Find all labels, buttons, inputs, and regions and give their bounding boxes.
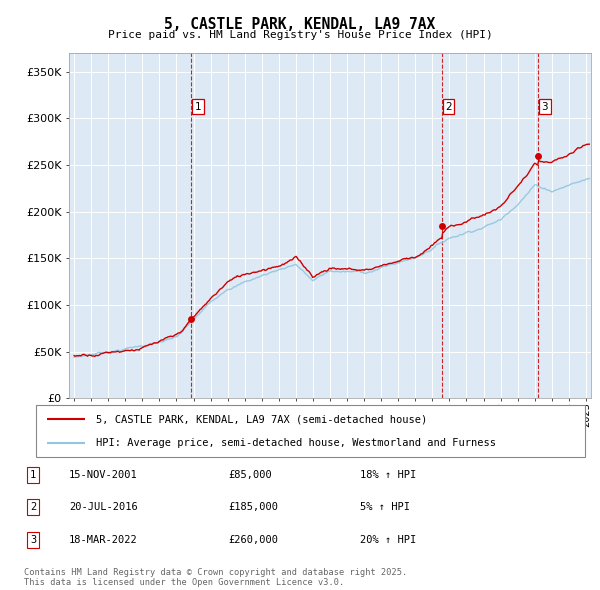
Text: 20% ↑ HPI: 20% ↑ HPI	[360, 535, 416, 545]
Text: 1: 1	[30, 470, 36, 480]
Text: 2: 2	[30, 503, 36, 512]
Text: 20-JUL-2016: 20-JUL-2016	[69, 503, 138, 512]
Text: £260,000: £260,000	[228, 535, 278, 545]
Text: 1: 1	[195, 101, 202, 112]
FancyBboxPatch shape	[36, 405, 585, 457]
Text: 18% ↑ HPI: 18% ↑ HPI	[360, 470, 416, 480]
Text: 18-MAR-2022: 18-MAR-2022	[69, 535, 138, 545]
Text: 3: 3	[542, 101, 548, 112]
Text: 5, CASTLE PARK, KENDAL, LA9 7AX: 5, CASTLE PARK, KENDAL, LA9 7AX	[164, 17, 436, 31]
Text: Contains HM Land Registry data © Crown copyright and database right 2025.
This d: Contains HM Land Registry data © Crown c…	[24, 568, 407, 587]
Text: 15-NOV-2001: 15-NOV-2001	[69, 470, 138, 480]
Text: 5% ↑ HPI: 5% ↑ HPI	[360, 503, 410, 512]
Text: HPI: Average price, semi-detached house, Westmorland and Furness: HPI: Average price, semi-detached house,…	[97, 438, 496, 448]
Text: Price paid vs. HM Land Registry's House Price Index (HPI): Price paid vs. HM Land Registry's House …	[107, 30, 493, 40]
Text: £85,000: £85,000	[228, 470, 272, 480]
Text: 3: 3	[30, 535, 36, 545]
Text: 5, CASTLE PARK, KENDAL, LA9 7AX (semi-detached house): 5, CASTLE PARK, KENDAL, LA9 7AX (semi-de…	[97, 414, 428, 424]
Text: £185,000: £185,000	[228, 503, 278, 512]
Text: 2: 2	[445, 101, 452, 112]
